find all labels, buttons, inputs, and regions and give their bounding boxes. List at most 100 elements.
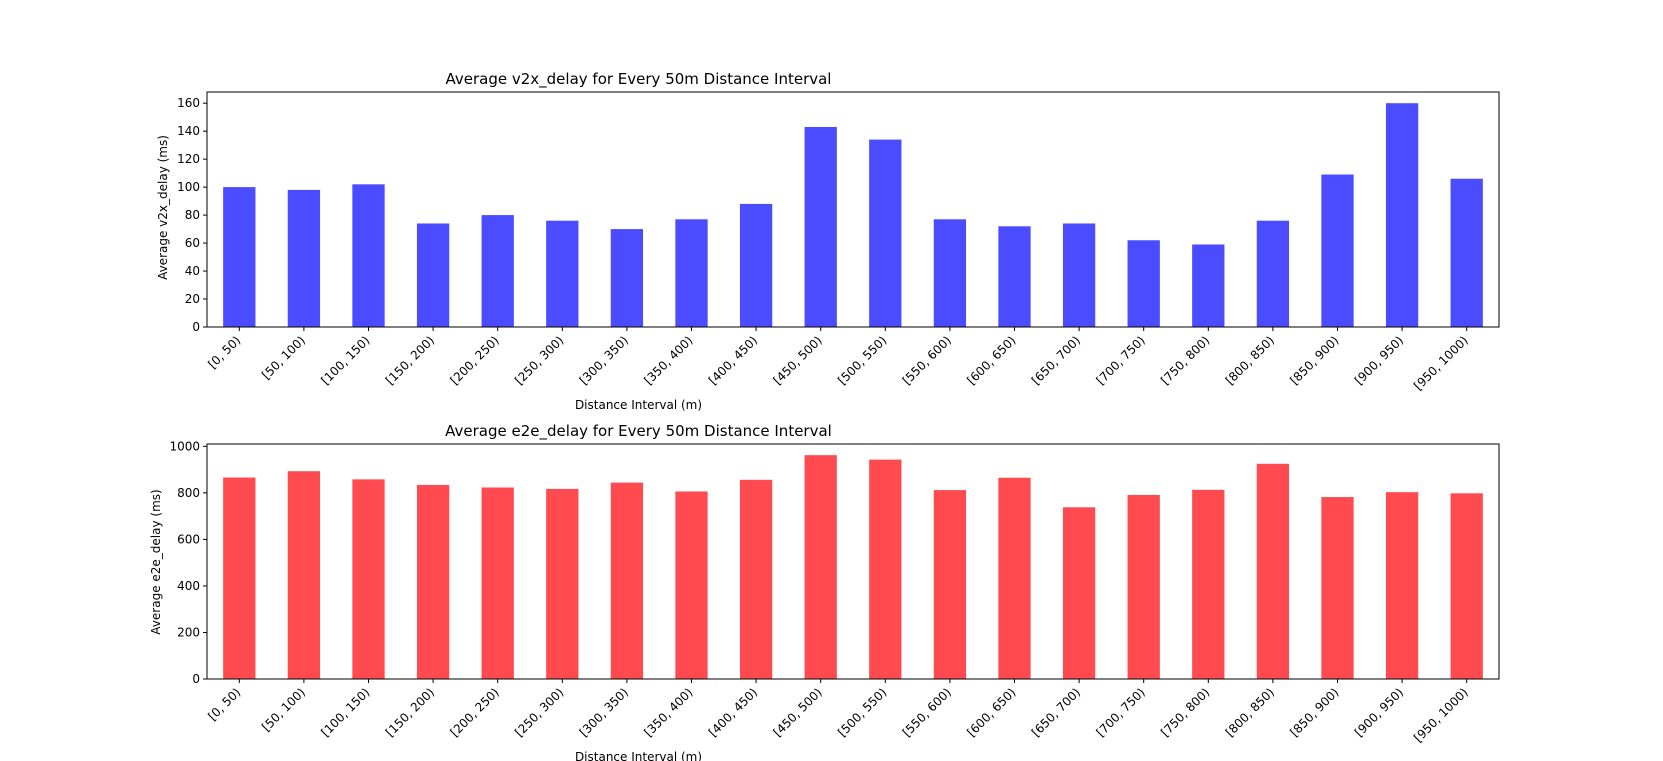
x-tick-label: [350, 400) bbox=[641, 685, 695, 739]
x-tick-label: [0, 50) bbox=[205, 685, 243, 723]
y-axis-ticks: 0 200 400 600 800 1000 bbox=[169, 439, 207, 686]
x-tick-label: [150, 200) bbox=[383, 685, 437, 739]
e2e-delay-chart: Average e2e_delay for Every 50m Distance… bbox=[149, 422, 1500, 761]
x-tick-label: [400, 450) bbox=[706, 333, 760, 387]
bar bbox=[804, 126, 837, 327]
bar bbox=[1062, 507, 1096, 679]
bar bbox=[933, 490, 967, 679]
x-tick-label: [350, 400) bbox=[641, 333, 695, 387]
y-tick-label: 1000 bbox=[169, 439, 200, 453]
bar bbox=[287, 189, 321, 327]
x-tick-label: [800, 850) bbox=[1223, 333, 1277, 387]
bar bbox=[610, 229, 644, 327]
bar bbox=[287, 471, 321, 679]
y-tick-label: 40 bbox=[185, 264, 200, 278]
y-tick-label: 200 bbox=[177, 625, 200, 639]
y-axis-label: Average e2e_delay (ms) bbox=[149, 489, 163, 634]
x-tick-label: [250, 300) bbox=[512, 333, 566, 387]
x-tick-label: [100, 150) bbox=[318, 333, 372, 387]
chart-title: Average e2e_delay for Every 50m Distance… bbox=[445, 422, 832, 441]
bars bbox=[223, 455, 1483, 679]
bar bbox=[739, 479, 773, 679]
bar bbox=[998, 477, 1031, 679]
bar bbox=[933, 219, 967, 327]
bar bbox=[546, 220, 579, 327]
bar bbox=[352, 479, 385, 679]
chart-title: Average v2x_delay for Every 50m Distance… bbox=[446, 70, 832, 89]
x-tick-label: [600, 650) bbox=[964, 685, 1018, 739]
bar bbox=[675, 491, 708, 679]
bar bbox=[1450, 493, 1483, 679]
y-tick-label: 160 bbox=[177, 96, 200, 110]
x-tick-label: [550, 600) bbox=[900, 333, 954, 387]
x-axis-label: Distance Interval (m) bbox=[575, 750, 702, 761]
bar bbox=[1127, 240, 1160, 327]
x-tick-label: [200, 250) bbox=[448, 685, 502, 739]
x-tick-label: [650, 700) bbox=[1029, 685, 1083, 739]
bar bbox=[1385, 492, 1419, 679]
x-tick-label: [850, 900) bbox=[1287, 333, 1341, 387]
y-tick-label: 0 bbox=[192, 320, 200, 334]
x-axis-ticks: [0, 50) [50, 100) [100, 150) [150, 200) [200… bbox=[205, 679, 1471, 745]
y-tick-label: 120 bbox=[177, 152, 200, 166]
x-tick-label: [550, 600) bbox=[900, 685, 954, 739]
x-tick-label: [150, 200) bbox=[383, 333, 437, 387]
bar bbox=[416, 484, 450, 679]
y-tick-label: 100 bbox=[177, 180, 200, 194]
bar bbox=[1192, 244, 1225, 327]
x-tick-label: [750, 800) bbox=[1158, 685, 1212, 739]
x-tick-label: [50, 100) bbox=[259, 333, 308, 382]
bar bbox=[1256, 463, 1290, 679]
y-tick-label: 140 bbox=[177, 124, 200, 138]
x-tick-label: [500, 550) bbox=[835, 333, 889, 387]
bar bbox=[223, 477, 256, 679]
x-tick-label: [650, 700) bbox=[1029, 333, 1083, 387]
bar bbox=[869, 139, 902, 327]
x-tick-label: [950, 1000) bbox=[1411, 685, 1471, 745]
bar bbox=[546, 488, 579, 679]
x-tick-label: [0, 50) bbox=[205, 333, 243, 371]
bar bbox=[675, 219, 708, 327]
x-tick-label: [750, 800) bbox=[1158, 333, 1212, 387]
x-tick-label: [900, 950) bbox=[1352, 333, 1406, 387]
y-tick-label: 400 bbox=[177, 579, 200, 593]
x-tick-label: [800, 850) bbox=[1223, 685, 1277, 739]
bar bbox=[416, 223, 450, 327]
x-tick-label: [450, 500) bbox=[771, 685, 825, 739]
y-tick-label: 800 bbox=[177, 486, 200, 500]
x-tick-label: [700, 750) bbox=[1094, 685, 1148, 739]
x-axis-label: Distance Interval (m) bbox=[575, 398, 702, 412]
x-tick-label: [400, 450) bbox=[706, 685, 760, 739]
bar bbox=[223, 187, 256, 327]
bar bbox=[352, 184, 385, 327]
x-tick-label: [300, 350) bbox=[577, 333, 631, 387]
x-tick-label: [50, 100) bbox=[259, 685, 308, 734]
bar bbox=[869, 459, 902, 679]
x-tick-label: [950, 1000) bbox=[1411, 333, 1471, 393]
bar bbox=[1385, 103, 1419, 327]
x-tick-label: [700, 750) bbox=[1094, 333, 1148, 387]
x-tick-label: [500, 550) bbox=[835, 685, 889, 739]
x-tick-label: [200, 250) bbox=[448, 333, 502, 387]
bar bbox=[998, 226, 1031, 327]
x-tick-label: [250, 300) bbox=[512, 685, 566, 739]
bar bbox=[1127, 494, 1160, 679]
bar bbox=[804, 455, 837, 679]
y-axis-ticks: 0 20 40 60 80 100 120 140 160 bbox=[177, 96, 207, 334]
bar bbox=[1062, 223, 1096, 327]
x-tick-label: [450, 500) bbox=[771, 333, 825, 387]
x-tick-label: [100, 150) bbox=[318, 685, 372, 739]
bar bbox=[1321, 497, 1354, 679]
bar bbox=[481, 487, 514, 679]
y-tick-label: 0 bbox=[192, 672, 200, 686]
bar bbox=[1256, 220, 1290, 327]
x-tick-label: [900, 950) bbox=[1352, 685, 1406, 739]
bar bbox=[610, 482, 644, 679]
y-axis-label: Average v2x_delay (ms) bbox=[156, 135, 170, 280]
y-tick-label: 600 bbox=[177, 532, 200, 546]
bar bbox=[1321, 174, 1354, 327]
y-tick-label: 60 bbox=[185, 236, 200, 250]
plot-frame bbox=[206, 443, 1500, 680]
x-tick-label: [850, 900) bbox=[1287, 685, 1341, 739]
